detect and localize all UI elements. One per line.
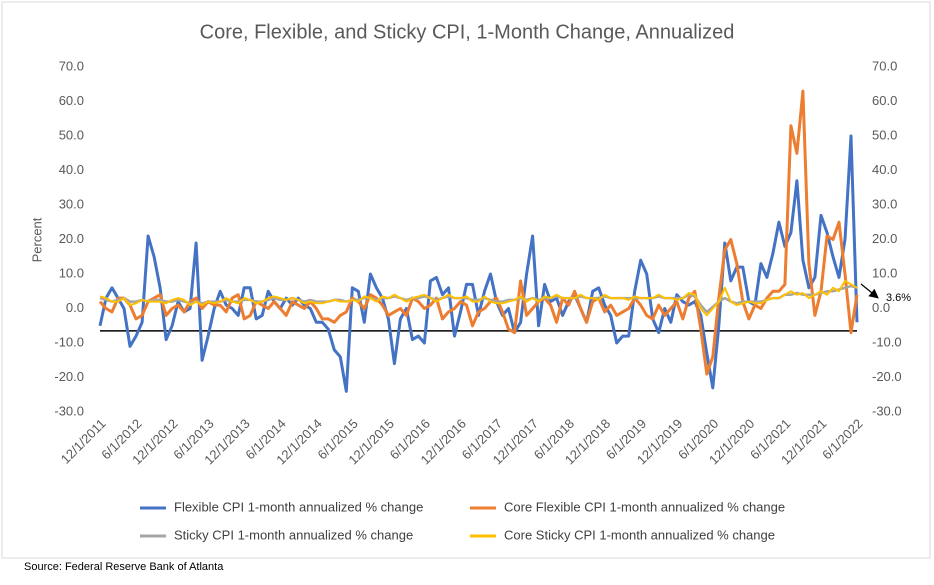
- y-tick-label: -30.0: [54, 403, 84, 418]
- y2-tick-label: -20.0: [872, 369, 902, 384]
- y2-tick-label: 0.0: [872, 300, 890, 315]
- y2-tick-label: 70.0: [872, 58, 897, 73]
- y-tick-label: 10.0: [59, 265, 84, 280]
- chart-title: Core, Flexible, and Sticky CPI, 1-Month …: [200, 21, 735, 43]
- source: Source: Federal Reserve Bank of Atlanta: [24, 561, 224, 573]
- annotation-arrow: [860, 283, 879, 299]
- legend-label: Sticky CPI 1-month annualized % change: [174, 527, 413, 542]
- y-tick-label: 60.0: [59, 93, 84, 108]
- y-tick-label: 0.0: [66, 300, 84, 315]
- series-line: [99, 279, 858, 317]
- y-axis-label: Percent: [29, 217, 44, 262]
- y-tick-label: 40.0: [59, 162, 84, 177]
- y2-tick-label: 20.0: [872, 231, 897, 246]
- chart-frame: [1, 1, 931, 559]
- y2-tick-label: 10.0: [872, 265, 897, 280]
- series-line: [98, 89, 859, 376]
- y-tick-label: 70.0: [59, 58, 84, 73]
- annotation: 3.6%: [886, 292, 911, 304]
- legend-label: Core Flexible CPI 1-month annualized % c…: [504, 499, 785, 514]
- y2-tick-label: -10.0: [872, 334, 902, 349]
- y-tick-label: 20.0: [59, 231, 84, 246]
- legend-label: Core Sticky CPI 1-month annualized % cha…: [504, 527, 775, 542]
- y-tick-label: -20.0: [54, 369, 84, 384]
- legend-label: Flexible CPI 1-month annualized % change: [174, 499, 423, 514]
- y2-tick-label: 60.0: [872, 93, 897, 108]
- y2-tick-label: -30.0: [872, 403, 902, 418]
- y2-tick-label: 50.0: [872, 127, 897, 142]
- y2-tick-label: 40.0: [872, 162, 897, 177]
- y-tick-label: -10.0: [54, 334, 84, 349]
- y-tick-label: 50.0: [59, 127, 84, 142]
- y-tick-label: 30.0: [59, 196, 84, 211]
- y2-tick-label: 30.0: [872, 196, 897, 211]
